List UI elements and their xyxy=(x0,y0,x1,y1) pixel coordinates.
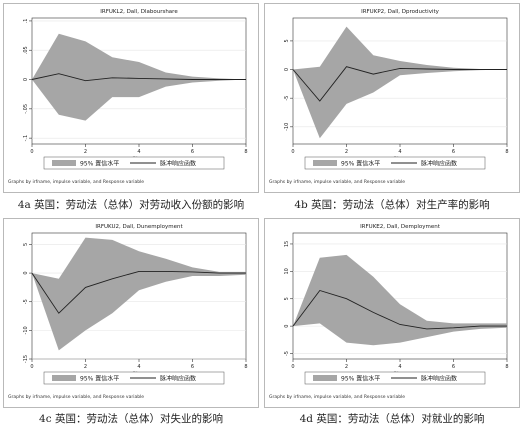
x-tick-label: 8 xyxy=(505,364,508,370)
y-tick-label: 0 xyxy=(284,325,290,328)
chart-productivity: IRFUKP2, Dall, Dproductivity -10 -5 0 5 0 2 4 6 8… xyxy=(269,9,509,185)
x-tick-label: 4 xyxy=(398,149,401,155)
chart-unemployment: IRFUKU2, Dall, Dunemployment -15 -10 -5 0 5 0 2… xyxy=(8,224,248,400)
x-tick-label: 6 xyxy=(191,149,194,155)
x-tick-label: 4 xyxy=(137,149,140,155)
legend-label-irf: 脉冲响应函数 xyxy=(160,160,196,168)
legend-label-band: 95% 置信水平 xyxy=(80,375,119,383)
legend-label-band: 95% 置信水平 xyxy=(341,160,380,168)
y-tick-label: 5 xyxy=(284,297,290,300)
x-tick-label: 0 xyxy=(291,149,294,155)
x-tick-label: 8 xyxy=(505,149,508,155)
y-tick-label: .05 xyxy=(23,46,29,54)
y-tick-label: -5 xyxy=(284,351,290,356)
graph-note: Graphs by irfname, impulse variable, and… xyxy=(269,179,405,185)
legend-label-irf: 脉冲响应函数 xyxy=(421,375,457,383)
legend-swatch-band xyxy=(313,160,337,166)
figure-caption-4b: 4b 英国：劳动法（总体）对生产率的影响 xyxy=(294,199,490,211)
chart-title: IRFUKU2, Dall, Dunemployment xyxy=(95,224,183,230)
confidence-band xyxy=(32,33,246,121)
x-tick-label: 6 xyxy=(452,149,455,155)
y-tick-label: -5 xyxy=(284,96,290,101)
legend-label-band: 95% 置信水平 xyxy=(341,375,380,383)
irf-panel-labourshare: IRFUKL2, Dall, Dlabourshare -.1 -.05 0 .05 .1… xyxy=(3,3,259,193)
x-tick-label: 4 xyxy=(137,364,140,370)
y-tick-label: 0 xyxy=(23,271,29,274)
x-tick-label: 2 xyxy=(345,364,348,370)
legend-swatch-band xyxy=(52,375,76,381)
chart-title: IRFUKP2, Dall, Dproductivity xyxy=(361,9,440,15)
graph-note: Graphs by irfname, impulse variable, and… xyxy=(8,179,144,185)
y-tick-label: 15 xyxy=(284,241,290,247)
figure-caption-4c: 4c 英国：劳动法（总体）对失业的影响 xyxy=(39,413,223,425)
chart-employment: IRFUKE2, Dall, Demployment-505101502468S… xyxy=(269,224,509,400)
y-tick-label: -10 xyxy=(23,326,29,334)
confidence-band xyxy=(293,26,507,139)
graph-note: Graphs by irfname, impulse variable, and… xyxy=(8,394,144,400)
y-tick-label: -15 xyxy=(23,355,29,363)
y-tick-label: -5 xyxy=(23,299,29,304)
chart-labourshare: IRFUKL2, Dall, Dlabourshare -.1 -.05 0 .05 .1… xyxy=(8,9,248,185)
y-tick-label: -.1 xyxy=(23,135,29,142)
y-tick-label: 5 xyxy=(23,243,29,246)
y-tick-label: 5 xyxy=(284,39,290,42)
chart-title: IRFUKE2, Dall, Demployment xyxy=(360,224,441,230)
x-tick-label: 0 xyxy=(30,149,33,155)
x-tick-label: 8 xyxy=(244,364,247,370)
x-tick-label: 6 xyxy=(191,364,194,370)
chart-title: IRFUKL2, Dall, Dlabourshare xyxy=(100,9,178,15)
legend-label-band: 95% 置信水平 xyxy=(80,160,119,168)
y-tick-label: 0 xyxy=(23,78,29,81)
irf-line xyxy=(31,270,246,314)
x-tick-label: 2 xyxy=(84,364,87,370)
figure-caption-4d: 4d 英国：劳动法（总体）对就业的影响 xyxy=(299,413,485,425)
irf-line xyxy=(292,66,507,102)
irf-panel-unemployment: IRFUKU2, Dall, Dunemployment -15 -10 -5 0 5 0 2… xyxy=(3,218,259,408)
legend-label-irf: 脉冲响应函数 xyxy=(160,375,196,383)
graph-note: Graphs by irfname, impulse variable, and… xyxy=(269,394,405,400)
legend-label-irf: 脉冲响应函数 xyxy=(421,160,457,168)
irf-panel-employment: IRFUKE2, Dall, Demployment-505101502468S… xyxy=(264,218,520,408)
y-tick-label: 0 xyxy=(284,68,290,71)
irf-line xyxy=(31,73,246,82)
x-tick-label: 0 xyxy=(30,364,33,370)
x-tick-label: 4 xyxy=(398,364,401,370)
x-tick-label: 2 xyxy=(84,149,87,155)
x-tick-label: 8 xyxy=(244,149,247,155)
x-tick-label: 2 xyxy=(345,149,348,155)
confidence-band xyxy=(293,254,507,346)
figure-caption-4a: 4a 英国：劳动法（总体）对劳动收入份额的影响 xyxy=(17,199,245,211)
y-tick-label: 10 xyxy=(284,268,290,274)
y-tick-label: .1 xyxy=(23,19,29,24)
y-tick-label: -10 xyxy=(284,123,290,131)
x-tick-label: 6 xyxy=(452,364,455,370)
legend-swatch-band xyxy=(52,160,76,166)
x-tick-label: 0 xyxy=(291,364,294,370)
irf-panel-productivity: IRFUKP2, Dall, Dproductivity -10 -5 0 5 0 2 4 6 8… xyxy=(264,3,520,193)
irf-line xyxy=(292,289,507,330)
confidence-band xyxy=(32,237,246,351)
legend-swatch-band xyxy=(313,375,337,381)
y-tick-label: -.05 xyxy=(23,104,29,114)
